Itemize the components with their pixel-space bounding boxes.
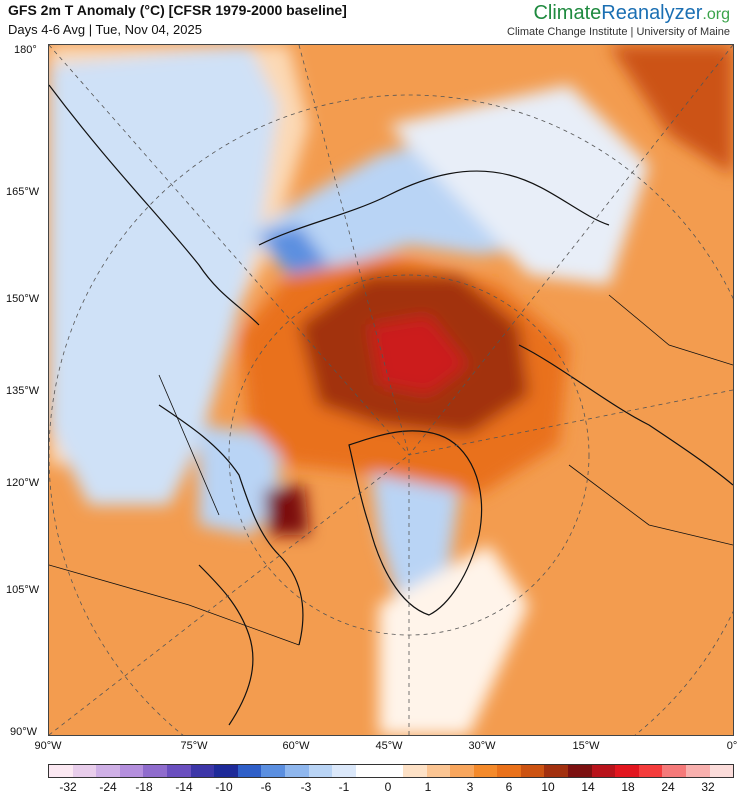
temperature-anomaly-map xyxy=(48,44,734,736)
axis-label-bottom-2: 60°W xyxy=(282,740,310,752)
axis-label-bottom-1: 75°W xyxy=(180,740,208,752)
hot-core-arctic xyxy=(369,315,469,395)
light-warm-northeast xyxy=(389,85,649,285)
white-region-atlantic xyxy=(379,545,529,735)
border-us-canada xyxy=(49,564,300,646)
legend-swatch xyxy=(568,765,592,777)
legend-tick-label: 24 xyxy=(661,780,675,794)
legend-tick-label: 10 xyxy=(541,780,555,794)
color-legend-ticks: -32 -24 -18 -14 -10 -6 -3 -1 0 1 3 6 10 14 18 24 32 xyxy=(48,780,732,796)
legend-swatch xyxy=(591,765,616,777)
map-subtitle: Days 4-6 Avg | Tue, Nov 04, 2025 xyxy=(8,22,202,37)
legend-swatch xyxy=(166,765,191,777)
coastline-canada xyxy=(158,404,304,646)
legend-swatch xyxy=(237,765,262,777)
legend-swatch xyxy=(49,765,73,777)
coastline-greenland xyxy=(348,430,483,616)
legend-swatch xyxy=(72,765,97,777)
border-russia xyxy=(608,294,733,366)
legend-swatch xyxy=(308,765,333,777)
graticule-meridian-2 xyxy=(298,45,410,456)
legend-tick-label: -32 xyxy=(59,780,77,794)
borders xyxy=(49,294,733,646)
warm-spot-baffin xyxy=(264,485,309,535)
legend-tick-label: 3 xyxy=(466,780,474,794)
border-scandinavia xyxy=(568,464,733,546)
axis-label-left-6: 90°W xyxy=(10,726,38,738)
legend-tick-label: -3 xyxy=(300,780,312,794)
graticule-circle-1 xyxy=(228,274,590,636)
legend-tick-label: -14 xyxy=(175,780,193,794)
graticule-meridian-3 xyxy=(408,45,733,456)
axis-label-bottom-5: 15°W xyxy=(572,740,600,752)
legend-swatch xyxy=(284,765,309,777)
legend-swatch xyxy=(261,765,285,777)
axis-label-left-2: 150°W xyxy=(6,293,40,305)
dark-warm-northeast xyxy=(609,45,733,175)
cold-region-greenland xyxy=(369,445,459,615)
brand-part-3: .org xyxy=(702,6,730,23)
legend-swatch xyxy=(520,765,545,777)
coastline-scandinavia xyxy=(518,344,733,486)
axis-label-bottom-0: 90°W xyxy=(34,740,62,752)
legend-swatch xyxy=(143,765,167,777)
axis-label-left-4: 120°W xyxy=(6,477,40,489)
legend-swatch xyxy=(662,765,687,777)
anomaly-shading xyxy=(49,45,733,735)
legend-tick-label: -10 xyxy=(215,780,233,794)
color-legend-bar xyxy=(48,764,734,778)
legend-swatch xyxy=(214,765,238,777)
axis-label-bottom-3: 45°W xyxy=(375,740,403,752)
legend-tick-label: 1 xyxy=(424,780,432,794)
brand-part-2: Reanalyzer xyxy=(601,2,703,24)
legend-swatch xyxy=(473,765,498,777)
legend-tick-label: -6 xyxy=(260,780,272,794)
legend-swatch xyxy=(686,765,710,777)
coastline-hudson-bay xyxy=(198,564,254,726)
legend-swatch xyxy=(96,765,120,777)
coastline-alaska xyxy=(49,84,260,326)
coastline-siberia xyxy=(258,170,610,246)
legend-swatch xyxy=(638,765,663,777)
legend-swatch xyxy=(450,765,474,777)
axis-label-left-3: 135°W xyxy=(6,385,40,397)
axis-label-left-1: 165°W xyxy=(6,186,40,198)
legend-tick-label: 0 xyxy=(384,780,392,794)
legend-swatch xyxy=(426,765,451,777)
legend-swatch xyxy=(615,765,639,777)
legend-swatch xyxy=(402,765,427,777)
graticule-meridian-1 xyxy=(49,45,410,456)
legend-tick-label: -18 xyxy=(135,780,153,794)
legend-swatch xyxy=(709,765,734,777)
legend-swatch xyxy=(497,765,521,777)
axis-label-left-0: 180° xyxy=(14,44,37,56)
cold-region-west xyxy=(49,45,279,505)
legend-swatch xyxy=(379,765,403,777)
cold-region-canada xyxy=(199,425,279,535)
legend-swatch xyxy=(190,765,215,777)
legend-tick-label: 6 xyxy=(505,780,513,794)
map-title: GFS 2m T Anomaly (°C) [CFSR 1979-2000 ba… xyxy=(8,2,347,18)
legend-tick-label: 18 xyxy=(621,780,635,794)
legend-tick-label: 32 xyxy=(701,780,715,794)
axis-label-left-5: 105°W xyxy=(6,584,40,596)
axis-label-bottom-4: 30°W xyxy=(468,740,496,752)
axis-label-bottom-6: 0° xyxy=(726,740,738,752)
legend-tick-label: 14 xyxy=(581,780,595,794)
legend-tick-label: -24 xyxy=(99,780,117,794)
graticule-meridian-4 xyxy=(408,389,733,456)
coastlines xyxy=(49,84,733,726)
border-canada-alaska xyxy=(158,374,220,516)
map-canvas xyxy=(49,45,733,735)
legend-tick-label: -1 xyxy=(338,780,350,794)
legend-swatch xyxy=(332,765,356,777)
legend-swatch xyxy=(355,765,380,777)
brand-logo[interactable]: ClimateReanalyzer.org xyxy=(533,2,730,25)
graticule xyxy=(49,45,733,735)
brand-credit: Climate Change Institute | University of… xyxy=(507,26,730,38)
legend-swatch xyxy=(544,765,569,777)
brand-part-1: Climate xyxy=(533,2,602,24)
legend-swatch xyxy=(119,765,144,777)
